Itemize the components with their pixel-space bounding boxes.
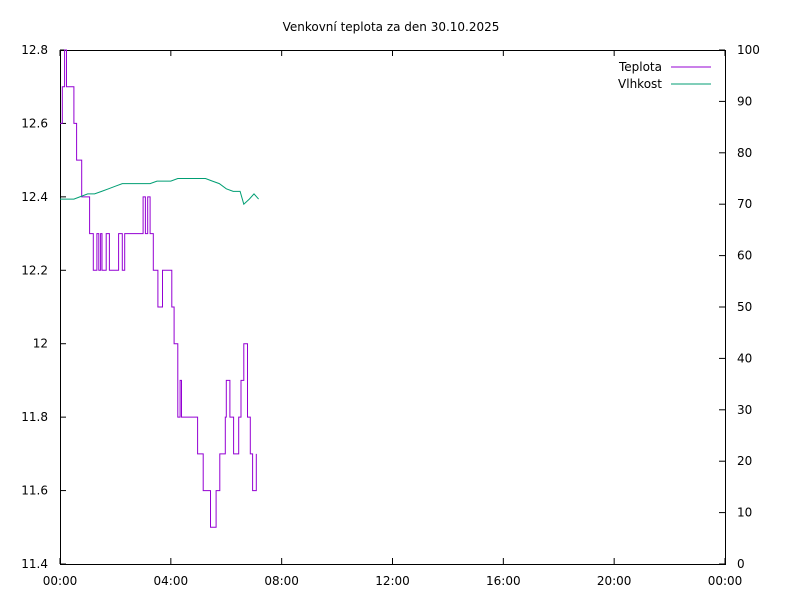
legend-label-teplota: Teplota — [618, 60, 662, 74]
series-line-teplota — [60, 49, 257, 528]
series-layer — [60, 49, 259, 528]
x-tick-label: 00:00 — [43, 574, 78, 588]
y-right-tick-label: 60 — [737, 249, 752, 263]
y-left-tick-label: 11.8 — [21, 410, 48, 424]
x-tick-label: 20:00 — [597, 574, 632, 588]
y-right-tick-label: 70 — [737, 197, 752, 211]
series-line-vlhkost — [60, 178, 259, 206]
y-right-tick-label: 20 — [737, 454, 752, 468]
y-left-tick-label: 12.6 — [21, 116, 48, 130]
y-right-tick-label: 50 — [737, 300, 752, 314]
y-right-tick-label: 40 — [737, 351, 752, 365]
legend: Teplota Vlhkost — [618, 60, 711, 91]
y-left-tick-label: 12.8 — [21, 43, 48, 57]
y-left-tick-label: 11.4 — [21, 557, 48, 571]
x-tick-label: 04:00 — [154, 574, 189, 588]
y-left-tick-label: 12.4 — [21, 190, 48, 204]
x-tick-label: 12:00 — [375, 574, 410, 588]
y-left-tick-label: 11.6 — [21, 484, 48, 498]
y-left-axis: 11.4 11.6 11.8 12 12.2 12.4 12.6 12.8 — [21, 43, 66, 571]
legend-label-vlhkost: Vlhkost — [618, 77, 662, 91]
y-right-tick-label: 10 — [737, 506, 752, 520]
y-left-tick-label: 12.2 — [21, 263, 48, 277]
x-axis: 00:00 04:00 08:00 12:00 16:00 20:00 00:00 — [43, 50, 743, 588]
x-tick-label: 00:00 — [708, 574, 743, 588]
y-right-tick-label: 0 — [737, 557, 745, 571]
y-right-tick-label: 30 — [737, 403, 752, 417]
y-right-tick-label: 80 — [737, 146, 752, 160]
y-left-tick-label: 12 — [33, 337, 48, 351]
chart-title: Venkovní teplota za den 30.10.2025 — [283, 20, 500, 34]
y-right-tick-label: 90 — [737, 94, 752, 108]
x-tick-label: 16:00 — [486, 574, 521, 588]
y-right-tick-label: 100 — [737, 43, 760, 57]
y-right-axis: 0 10 20 30 40 50 60 70 80 90 100 — [719, 43, 760, 571]
x-tick-label: 08:00 — [264, 574, 299, 588]
